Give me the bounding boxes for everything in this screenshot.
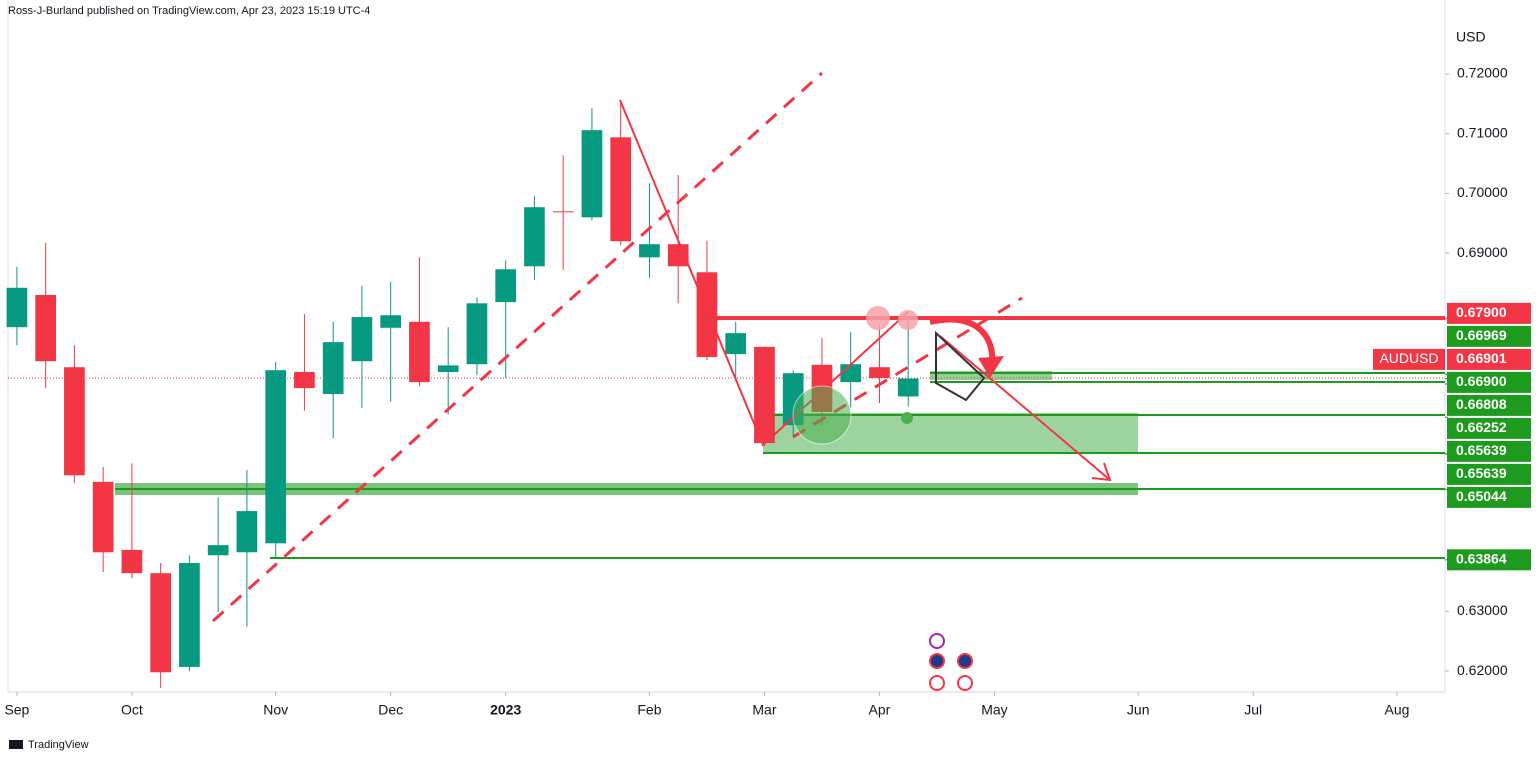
event-icon[interactable] [929, 633, 945, 649]
price-label-box [1447, 417, 1531, 439]
x-tick-label: Oct [121, 702, 143, 718]
candle-body [207, 545, 229, 556]
price-label-box [1447, 302, 1531, 324]
price-label-box [1447, 325, 1531, 347]
candle-body [409, 321, 430, 383]
candle-body [121, 549, 143, 574]
price-label: 0.65639 [1456, 442, 1507, 458]
swing-line [619, 99, 909, 447]
x-tick-label: Jul [1244, 702, 1262, 718]
x-tick-label: Feb [637, 702, 661, 718]
x-tick-label: Apr [869, 702, 891, 718]
y-tick-label: 0.62000 [1457, 662, 1508, 678]
candle-body [437, 365, 459, 372]
x-tick-label: Jun [1127, 702, 1150, 718]
arrow-head [1091, 462, 1112, 482]
curved-arrow [929, 316, 996, 366]
price-label: 0.66900 [1456, 373, 1507, 389]
price-label: 0.66901 [1456, 350, 1507, 366]
x-tick-label: Nov [263, 702, 288, 718]
candle-body [265, 370, 287, 544]
event-icon[interactable] [929, 675, 945, 691]
candle-body [840, 364, 862, 383]
trendline [792, 296, 1023, 439]
marker [866, 306, 890, 330]
candle-body [64, 367, 85, 476]
marker [901, 412, 913, 424]
price-label: 0.63864 [1456, 551, 1507, 567]
x-tick-label: Mar [752, 702, 776, 718]
event-icon[interactable] [929, 653, 945, 669]
candle-body [179, 563, 200, 667]
event-icon[interactable] [957, 675, 973, 691]
candle-body [897, 378, 919, 397]
price-label: 0.66252 [1456, 419, 1507, 435]
candle-body [466, 303, 488, 365]
candle-body [581, 130, 603, 218]
candle-body [150, 573, 172, 673]
price-label: 0.67900 [1456, 304, 1507, 320]
y-tick-label: 0.70000 [1457, 184, 1508, 200]
drawings-below [8, 371, 1445, 559]
drawings [211, 71, 1445, 691]
candle-body [639, 244, 660, 258]
price-label-box [1447, 486, 1531, 508]
x-tick-label: Dec [378, 702, 403, 718]
y-tick-label: 0.72000 [1457, 65, 1508, 81]
candle-body [92, 481, 114, 553]
y-tick-label: 0.63000 [1457, 602, 1508, 618]
candle-body [6, 287, 28, 328]
candle-body [524, 207, 545, 267]
price-label-box [1447, 394, 1531, 416]
publish-info: Ross-J-Burland published on TradingView.… [8, 5, 370, 17]
price-label-box [1447, 440, 1531, 462]
y-tick-label: 0.69000 [1457, 244, 1508, 260]
x-tick-label: Aug [1385, 702, 1410, 718]
candle-body [725, 333, 747, 355]
brand-logo [9, 740, 23, 749]
candle-body [35, 294, 57, 362]
currency: USD [1456, 29, 1486, 45]
candles [6, 100, 919, 688]
price-label-box [1447, 348, 1531, 370]
marker [898, 310, 918, 330]
price-label-box [1447, 549, 1531, 571]
symbol-label: AUDUSD [1379, 350, 1438, 366]
price-label: 0.66969 [1456, 327, 1507, 343]
x-tick-label: Sep [4, 702, 29, 718]
y-tick-label: 0.71000 [1457, 124, 1508, 140]
candle-body [236, 511, 258, 553]
candle-body [696, 272, 718, 358]
candle-body [667, 244, 689, 267]
candle-body [351, 317, 373, 362]
candle-body [294, 371, 315, 389]
price-label: 0.65639 [1456, 465, 1507, 481]
event-icon[interactable] [957, 653, 973, 669]
candle-body [495, 269, 517, 303]
price-label: 0.65044 [1456, 488, 1507, 504]
highlight-circle [792, 385, 852, 445]
candle-body [754, 346, 775, 444]
price-label: 0.66808 [1456, 396, 1507, 412]
projection-arrow [939, 335, 1111, 481]
curved-arrow-head [978, 356, 1004, 378]
symbol-label-box [1373, 348, 1445, 370]
brand: TradingView [28, 739, 89, 751]
x-tick-label: 2023 [490, 702, 521, 718]
candle-body [380, 315, 402, 328]
price-label-box [1447, 463, 1531, 485]
price-label-box [1447, 371, 1531, 393]
trendline [211, 71, 824, 623]
candle-body [322, 342, 344, 395]
candle-body [869, 367, 890, 378]
candle-body [552, 211, 574, 213]
pointer-shape [935, 330, 986, 402]
candle-body [610, 137, 632, 242]
x-tick-label: May [981, 702, 1007, 718]
